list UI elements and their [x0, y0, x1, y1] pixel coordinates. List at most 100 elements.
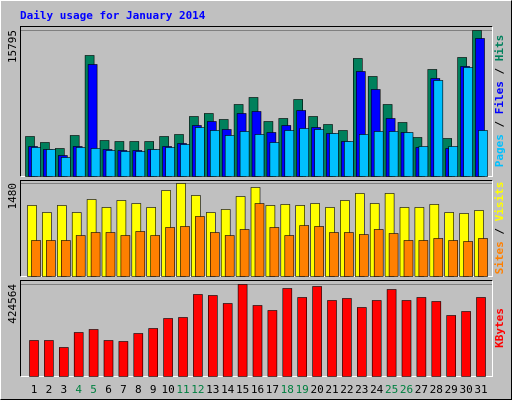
bar — [416, 297, 427, 377]
x-tick-label: 16 — [251, 383, 264, 396]
bar — [342, 298, 352, 377]
bar — [75, 147, 86, 177]
legend: KBytes — [493, 308, 506, 348]
x-tick-label: 20 — [310, 383, 323, 396]
x-tick-label: 31 — [474, 383, 487, 396]
bar — [282, 288, 293, 377]
bar — [358, 234, 369, 277]
bar — [344, 232, 354, 277]
bar — [461, 311, 471, 377]
bar — [90, 232, 101, 277]
bar — [88, 329, 99, 377]
legend-entry: Visits — [493, 182, 506, 222]
x-tick-label: 6 — [105, 383, 112, 396]
panel-border-dark — [20, 180, 493, 277]
bar — [75, 235, 86, 277]
x-tick-label: 13 — [206, 383, 219, 396]
x-tick-label: 9 — [150, 383, 157, 396]
bar — [60, 240, 71, 277]
bar — [29, 340, 39, 377]
legend-separator: / — [493, 61, 506, 81]
x-tick-label: 26 — [400, 383, 413, 396]
chart-title: Daily usage for January 2014 — [20, 9, 206, 22]
bar — [120, 151, 131, 177]
bar — [476, 297, 486, 377]
bar — [210, 232, 220, 277]
bar — [431, 301, 442, 377]
bar — [46, 240, 56, 277]
bar — [373, 229, 384, 277]
bar — [254, 134, 265, 177]
x-tick-label: 23 — [355, 383, 368, 396]
bar — [403, 132, 414, 177]
bar — [180, 144, 190, 177]
legend-entry: Sites — [493, 241, 506, 274]
bar — [133, 333, 144, 377]
bar — [31, 147, 41, 177]
x-tick-label: 24 — [370, 383, 384, 396]
bar — [180, 226, 190, 277]
bar — [73, 332, 84, 377]
bar — [403, 240, 414, 277]
legend-entry: KBytes — [493, 308, 506, 348]
bar — [269, 227, 280, 277]
bar — [135, 231, 146, 277]
bar — [371, 300, 382, 377]
bar — [267, 310, 278, 377]
bar — [254, 203, 265, 277]
bar — [463, 67, 473, 177]
y-tick-label: 424564 — [6, 284, 19, 324]
bar — [448, 240, 459, 277]
x-tick-label: 8 — [135, 383, 142, 396]
bar — [446, 315, 457, 377]
bar — [120, 235, 131, 277]
bar — [284, 130, 295, 177]
x-tick-label: 29 — [445, 383, 458, 396]
bar — [478, 130, 488, 177]
bar — [210, 130, 220, 177]
bar — [165, 147, 175, 177]
legend-entry: Hits — [493, 35, 506, 62]
bar — [90, 148, 101, 177]
x-tick-label: 7 — [120, 383, 127, 396]
x-tick-label: 4 — [75, 383, 82, 396]
bar — [314, 226, 324, 277]
bar — [358, 134, 369, 177]
bar — [193, 294, 203, 377]
bar — [329, 232, 339, 277]
bar — [165, 227, 175, 277]
bar — [373, 131, 384, 177]
bar — [433, 80, 444, 177]
bar — [224, 235, 235, 277]
x-tick-label: 19 — [296, 383, 309, 396]
bar — [401, 300, 412, 377]
bar — [463, 241, 473, 277]
bar — [433, 238, 444, 277]
bar — [105, 150, 116, 177]
bar — [388, 233, 399, 277]
bar — [386, 289, 397, 377]
x-tick-label: 22 — [340, 383, 353, 396]
x-tick-label: 2 — [46, 383, 53, 396]
x-tick-label: 18 — [281, 383, 294, 396]
x-tick-label: 11 — [176, 383, 189, 396]
x-tick-label: 1 — [31, 383, 38, 396]
bar — [344, 141, 354, 177]
bar — [44, 340, 54, 377]
bar — [60, 157, 71, 177]
x-tick-label: 27 — [415, 383, 428, 396]
bar — [237, 284, 248, 377]
bar — [208, 295, 218, 377]
bar — [103, 340, 114, 377]
bar — [299, 225, 310, 277]
legend-separator: / — [493, 114, 506, 134]
bar — [299, 128, 310, 177]
x-tick-label: 14 — [221, 383, 235, 396]
x-tick-label: 3 — [60, 383, 67, 396]
panel-border-dark — [20, 26, 493, 177]
bar — [31, 240, 41, 277]
legend-entry: Pages — [493, 134, 506, 167]
y-tick-label: 1480 — [6, 183, 19, 210]
